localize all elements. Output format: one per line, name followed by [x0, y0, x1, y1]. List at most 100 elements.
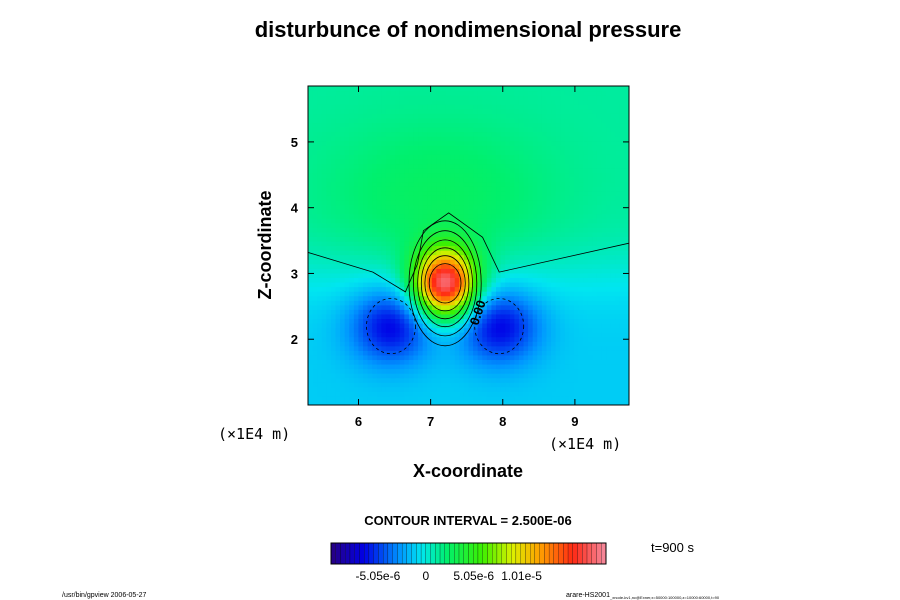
- heatmap-cell: [546, 300, 552, 306]
- heatmap-cell: [569, 363, 575, 370]
- heatmap-cell: [367, 117, 373, 124]
- heatmap-cell: [340, 199, 346, 206]
- heatmap-cell: [578, 254, 584, 260]
- heatmap-cell: [376, 300, 382, 306]
- heatmap-cell: [473, 181, 479, 187]
- heatmap-cell: [532, 332, 538, 338]
- heatmap-cell: [450, 122, 456, 128]
- heatmap-cell: [367, 322, 373, 329]
- heatmap-cell: [459, 213, 465, 219]
- heatmap-cell: [496, 113, 502, 119]
- heatmap-cell: [468, 373, 474, 379]
- heatmap-cell: [358, 272, 364, 278]
- heatmap-cell: [473, 154, 479, 160]
- heatmap-cell: [615, 277, 621, 283]
- heatmap-cell: [500, 108, 506, 114]
- heatmap-cell: [541, 163, 548, 169]
- heatmap-cell: [587, 195, 593, 201]
- heatmap-cell: [399, 350, 405, 356]
- heatmap-cell: [367, 281, 373, 288]
- heatmap-cell: [308, 368, 314, 374]
- heatmap-cell: [450, 295, 456, 301]
- heatmap-cell: [583, 181, 589, 187]
- heatmap-cell: [340, 345, 346, 351]
- heatmap-cell: [454, 341, 460, 347]
- heatmap-cell: [555, 149, 561, 155]
- heatmap-cell: [505, 131, 511, 137]
- heatmap-cell: [610, 304, 616, 310]
- heatmap-cell: [418, 400, 424, 405]
- heatmap-cell: [505, 286, 511, 292]
- heatmap-cell: [569, 336, 575, 342]
- heatmap-cell: [573, 309, 580, 315]
- heatmap-cell: [624, 218, 629, 224]
- heatmap-cell: [321, 240, 327, 247]
- heatmap-cell: [413, 254, 419, 260]
- heatmap-cell: [321, 400, 327, 405]
- heatmap-cell: [486, 395, 493, 402]
- heatmap-cell: [445, 391, 451, 397]
- heatmap-cell: [551, 113, 557, 119]
- heatmap-cell: [413, 195, 419, 201]
- colorbar-swatch: [416, 542, 422, 565]
- heatmap-cell: [349, 231, 355, 237]
- heatmap-cell: [491, 227, 497, 233]
- heatmap-cell: [308, 199, 314, 206]
- heatmap-cell: [450, 291, 456, 297]
- heatmap-cell: [404, 172, 410, 178]
- heatmap-cell: [344, 140, 350, 146]
- heatmap-cell: [509, 286, 515, 292]
- heatmap-cell: [583, 240, 589, 247]
- heatmap-cell: [431, 391, 437, 397]
- heatmap-cell: [619, 395, 626, 402]
- heatmap-cell: [615, 309, 621, 315]
- heatmap-cell: [395, 186, 401, 192]
- heatmap-cell: [404, 86, 410, 92]
- heatmap-cell: [596, 272, 603, 278]
- heatmap-cell: [528, 136, 534, 142]
- heatmap-cell: [427, 332, 433, 338]
- heatmap-cell: [330, 168, 337, 174]
- heatmap-cell: [555, 350, 561, 356]
- heatmap-cell: [381, 149, 387, 155]
- heatmap-cell: [587, 245, 593, 251]
- heatmap-cell: [353, 368, 360, 374]
- heatmap-cell: [404, 231, 410, 237]
- heatmap-cell: [541, 304, 548, 310]
- heatmap-cell: [532, 286, 538, 292]
- heatmap-cell: [482, 245, 488, 251]
- heatmap-cell: [422, 204, 428, 210]
- heatmap-cell: [385, 227, 392, 233]
- heatmap-cell: [509, 99, 515, 105]
- heatmap-cell: [408, 136, 415, 142]
- heatmap-cell: [560, 363, 566, 370]
- heatmap-cell: [312, 168, 318, 174]
- heatmap-cell: [551, 259, 557, 265]
- heatmap-cell: [326, 90, 332, 96]
- heatmap-cell: [427, 300, 433, 306]
- heatmap-cell: [353, 213, 360, 219]
- heatmap-cell: [518, 222, 525, 228]
- heatmap-cell: [326, 231, 332, 237]
- heatmap-cell: [587, 236, 593, 242]
- heatmap-cell: [450, 350, 456, 356]
- heatmap-cell: [491, 341, 497, 347]
- heatmap-cell: [569, 154, 575, 160]
- heatmap-cell: [583, 154, 589, 160]
- heatmap-cell: [546, 99, 552, 105]
- heatmap-cell: [395, 154, 401, 160]
- heatmap-cell: [326, 373, 332, 379]
- heatmap-cell: [418, 391, 424, 397]
- heatmap-cell: [546, 359, 552, 365]
- heatmap-cell: [326, 177, 332, 183]
- heatmap-cell: [408, 281, 415, 288]
- heatmap-cell: [541, 222, 548, 228]
- heatmap-cell: [477, 140, 483, 146]
- heatmap-cell: [578, 181, 584, 187]
- heatmap-cell: [408, 190, 415, 196]
- heatmap-cell: [537, 99, 543, 105]
- heatmap-cell: [385, 158, 392, 165]
- heatmap-cell: [431, 268, 437, 274]
- colorbar-swatch: [330, 542, 336, 565]
- heatmap-cell: [450, 250, 456, 256]
